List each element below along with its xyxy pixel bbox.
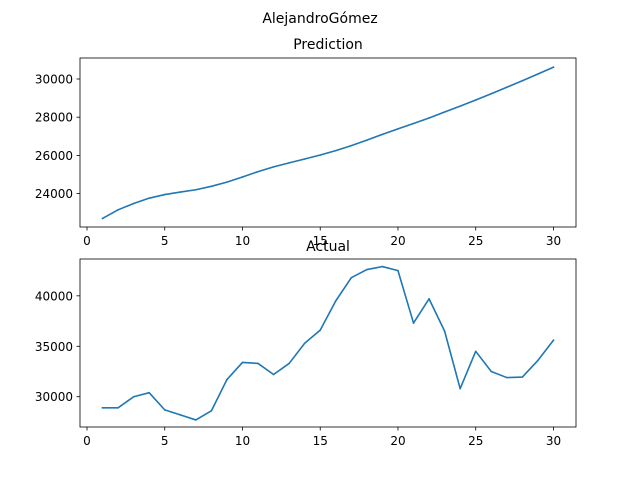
actual-data-point [101, 407, 104, 409]
prediction-axes: Prediction 0 5 10 15 20 25 30 24000 26000 28000 30… [35, 37, 577, 248]
actual-data-point [303, 342, 306, 345]
actual-data-point [195, 419, 197, 421]
actual-y-tick-label: 40000 [35, 289, 73, 303]
actual-axes: Actual 0 5 10 15 20 25 30 30000 35000 40000 [35, 239, 577, 448]
prediction-data-point [490, 92, 493, 95]
actual-data-point [272, 373, 275, 376]
prediction-x-tick-label: 20 [390, 234, 405, 248]
actual-data-point [350, 276, 353, 279]
actual-data-point [241, 361, 244, 364]
prediction-x-tick-label: 25 [468, 234, 483, 248]
prediction-y-tick-label: 26000 [35, 149, 73, 163]
figure-suptitle: AlejandroGómez [262, 11, 377, 27]
prediction-y-tick-label: 30000 [35, 73, 73, 87]
prediction-data-point [241, 176, 244, 178]
prediction-data-point [101, 217, 104, 220]
prediction-data-point [552, 66, 555, 68]
prediction-series-line [101, 66, 555, 220]
prediction-data-point [210, 185, 213, 188]
actual-x-tick-label: 30 [546, 434, 561, 448]
prediction-axes-frame [79, 57, 577, 228]
actual-title: Actual [306, 239, 350, 255]
actual-data-point [474, 350, 477, 353]
prediction-data-point [381, 133, 384, 136]
actual-data-point [412, 322, 415, 324]
prediction-data-point [521, 79, 524, 82]
prediction-data-point [226, 181, 228, 183]
actual-data-point [443, 330, 446, 332]
prediction-data-point [537, 73, 539, 75]
actual-data-point [334, 300, 337, 302]
actual-data-point [257, 362, 259, 365]
actual-y-tick-label: 35000 [35, 340, 73, 354]
prediction-data-point [443, 111, 446, 113]
actual-x-tick-label: 0 [83, 434, 91, 448]
prediction-y-tick-label: 28000 [35, 111, 73, 125]
prediction-data-point [272, 166, 275, 168]
actual-data-point [521, 376, 524, 378]
prediction-data-point [163, 193, 166, 196]
prediction-x-tick-label: 0 [83, 234, 91, 248]
actual-x-tick-label: 10 [235, 434, 250, 448]
prediction-data-point [288, 162, 290, 164]
prediction-data-point [319, 154, 322, 156]
prediction-x-tick-label: 5 [161, 234, 169, 248]
prediction-x-tick-label: 30 [546, 234, 561, 248]
prediction-x-tick-label: 10 [235, 234, 250, 248]
prediction-data-point [117, 209, 119, 211]
prediction-x-tick-label: 15 [313, 234, 328, 248]
prediction-data-point [350, 144, 353, 147]
actual-data-point [163, 409, 166, 411]
actual-data-point [381, 265, 384, 268]
prediction-data-point [195, 188, 197, 191]
actual-data-point [179, 414, 182, 416]
prediction-data-point [428, 117, 430, 119]
actual-data-point [397, 269, 399, 272]
actual-data-point [117, 407, 119, 409]
prediction-data-point [334, 149, 337, 152]
prediction-data-point [459, 105, 461, 107]
prediction-data-point [257, 170, 259, 173]
prediction-data-point [397, 128, 399, 130]
prediction-data-point [412, 122, 415, 125]
actual-data-point [366, 268, 368, 271]
prediction-y-tick-label: 24000 [35, 187, 73, 201]
actual-data-point [552, 339, 555, 342]
prediction-data-point [474, 99, 477, 101]
prediction-data-point [179, 191, 182, 193]
actual-y-tick-label: 30000 [35, 390, 73, 404]
actual-x-tick-label: 5 [161, 434, 169, 448]
prediction-title: Prediction [293, 37, 363, 53]
actual-data-point [226, 378, 228, 381]
actual-data-point [459, 387, 461, 390]
actual-data-point [506, 376, 508, 379]
actual-x-tick-label: 15 [313, 434, 328, 448]
actual-data-point [132, 395, 135, 398]
prediction-data-point [132, 202, 135, 205]
actual-series-line [101, 265, 555, 421]
actual-data-point [490, 370, 493, 373]
prediction-data-point [366, 139, 368, 141]
prediction-data-point [148, 197, 150, 199]
prediction-data-point [303, 158, 306, 160]
actual-x-tick-label: 20 [390, 434, 405, 448]
prediction-data-point [506, 86, 508, 89]
actual-data-point [428, 298, 430, 300]
actual-data-point [537, 359, 539, 362]
actual-data-point [319, 329, 322, 331]
actual-data-point [288, 362, 290, 365]
actual-data-point [148, 391, 150, 394]
actual-data-point [210, 410, 213, 412]
actual-axes-frame [79, 258, 577, 428]
actual-x-tick-label: 25 [468, 434, 483, 448]
